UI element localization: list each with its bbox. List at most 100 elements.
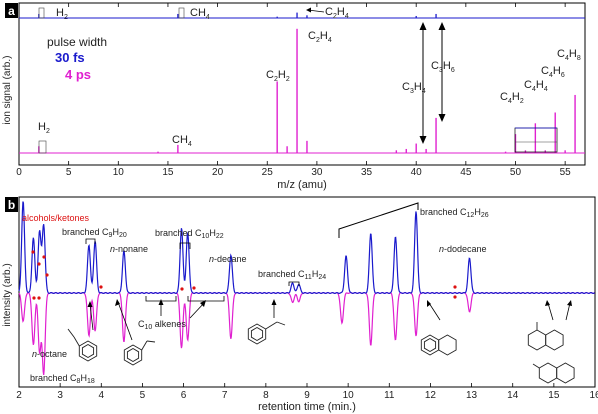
panel-b-tag <box>5 197 18 212</box>
panel-b-xtick-label: 15 <box>548 390 560 401</box>
mol-naphthalene <box>420 334 457 356</box>
label-branched-c9h20: branched C9H20 <box>62 227 127 239</box>
mol-ethynylbenzene <box>67 328 98 362</box>
h2-top-box <box>38 7 45 19</box>
label-c4h8: C4H8 <box>557 48 581 62</box>
label-alcohols-ketones: alcohols/ketones <box>22 213 90 223</box>
panel-a-ylabel: ion signal (arb.) <box>2 56 13 125</box>
label-c2h4-top: C2H4 <box>325 6 349 20</box>
label-h2-bottom: H2 <box>38 121 50 135</box>
arrowhead-c10-b <box>200 300 206 307</box>
legend-title: pulse width <box>47 35 107 49</box>
arrow-mol-4 <box>428 302 441 321</box>
label-c2h4: C2H4 <box>308 30 332 44</box>
arrowhead-mol-5 <box>545 300 550 306</box>
label-c4h4: C4H4 <box>524 79 548 93</box>
panel-a-frame <box>18 2 586 166</box>
mol-methylnaphthalene-2 <box>532 362 575 384</box>
bracket-c12h26 <box>338 202 419 238</box>
label-c10-alkenes: C10 alkenes <box>138 319 186 331</box>
panel-a: a ion signal (arb.) pulse width 30 fs 4 … <box>2 2 586 191</box>
h2-bottom-box <box>38 140 47 154</box>
panel-a-xlabel: m/z (amu) <box>277 179 327 191</box>
panel-b: b intensity (arb.) alcohols/ketones bran… <box>2 196 598 413</box>
arrowhead-mol-3 <box>271 299 277 305</box>
bracket-c9h20 <box>85 238 96 244</box>
panel-a-xtick-label: 15 <box>162 167 174 178</box>
panel-a-xtick-label: 50 <box>510 167 522 178</box>
label-ch4-top: CH4 <box>190 7 210 21</box>
label-branched-c10h22: branched C10H22 <box>155 228 224 240</box>
panel-b-xtick-label: 7 <box>222 390 228 401</box>
panel-b-ylabel: intensity (arb.) <box>2 263 13 326</box>
panel-a-xtick-label: 0 <box>16 167 22 178</box>
bracket-c11h24 <box>288 281 300 286</box>
panel-a-xticks: 0 5 10 15 20 25 30 35 40 45 50 55 <box>16 3 571 178</box>
label-branched-c11h24: branched C11H24 <box>258 269 326 281</box>
panel-b-xticks: 2 3 4 5 6 7 8 9 10 11 12 13 14 15 16 <box>16 383 598 401</box>
bracket-c10h22 <box>179 242 191 249</box>
panel-b-xtick-label: 13 <box>466 390 478 401</box>
label-c4h2: C4H2 <box>500 91 524 105</box>
label-n-dodecane: n-dodecane <box>439 244 487 254</box>
panel-b-xtick-label: 10 <box>343 390 355 401</box>
panel-b-frame <box>18 196 596 388</box>
mol-styrene <box>123 340 156 366</box>
panel-a-xtick-label: 10 <box>113 167 125 178</box>
label-c3h6: C3H6 <box>431 60 455 74</box>
legend-30fs: 30 fs <box>55 50 85 65</box>
molecules <box>67 321 575 384</box>
arrow-mol-1 <box>89 303 94 331</box>
mol-phenylpropyne <box>247 321 286 345</box>
panel-b-xtick-label: 8 <box>263 390 269 401</box>
ch4-top-box <box>178 7 185 19</box>
arrowhead-c2h4-top <box>306 7 311 13</box>
panel-a-xtick-label: 55 <box>560 167 572 178</box>
panel-b-xtick-label: 4 <box>99 390 105 401</box>
panel-b-xtick-label: 9 <box>304 390 310 401</box>
arrowhead-mol-6 <box>567 300 572 306</box>
panel-a-xtick-label: 5 <box>66 167 72 178</box>
panel-b-xtick-label: 14 <box>507 390 519 401</box>
label-branched-c12h26: branched C12H26 <box>420 207 489 219</box>
panel-b-label: b <box>8 198 15 212</box>
arrowhead-c3h4-up <box>419 22 427 30</box>
arrowhead-c3h6-up <box>438 22 446 30</box>
label-h2-top: H2 <box>56 7 68 21</box>
label-n-decane: n-decane <box>209 254 247 264</box>
panel-a-xtick-label: 25 <box>262 167 274 178</box>
label-ch4-bottom: CH4 <box>172 134 192 148</box>
arrowhead-c10-a <box>158 299 164 305</box>
arrowhead-mol-2 <box>115 299 120 306</box>
panel-b-xtick-label: 6 <box>181 390 187 401</box>
arrow-mol-5 <box>547 302 554 321</box>
panel-b-xtick-label: 16 <box>589 390 598 401</box>
arrow-mol-2 <box>117 301 133 341</box>
label-c3h4: C3H4 <box>402 81 426 95</box>
arrow-mol-6 <box>565 302 571 321</box>
arrowhead-mol-4 <box>427 300 431 307</box>
arrowhead-c3h6-down <box>438 114 446 122</box>
panel-b-xtick-label: 2 <box>16 390 22 401</box>
bracket-c10-alkenes-2 <box>187 296 225 302</box>
label-n-nonane: n-nonane <box>110 244 148 254</box>
label-n-octane: n-octane <box>32 349 67 359</box>
panel-b-series-30fs <box>18 201 595 294</box>
panel-a-xtick-label: 30 <box>311 167 323 178</box>
label-branched-c8h18: branched C8H18 <box>30 373 95 385</box>
panel-a-label: a <box>8 4 15 18</box>
panel-a-xtick-label: 45 <box>460 167 472 178</box>
panel-a-series-4ps <box>19 28 585 154</box>
panel-a-xtick-label: 40 <box>411 167 423 178</box>
panel-a-xtick-label: 35 <box>361 167 373 178</box>
panel-b-xtick-label: 12 <box>425 390 437 401</box>
panel-b-xtick-label: 11 <box>384 390 395 401</box>
arrowhead-mol-1 <box>87 301 93 307</box>
trace-30fs <box>18 201 595 294</box>
panel-b-xtick-label: 3 <box>57 390 63 401</box>
panel-a-tag <box>5 3 18 18</box>
mol-methylnaphthalene-1 <box>527 322 564 351</box>
legend-4ps: 4 ps <box>65 67 91 82</box>
panel-a-xtick-label: 20 <box>212 167 224 178</box>
